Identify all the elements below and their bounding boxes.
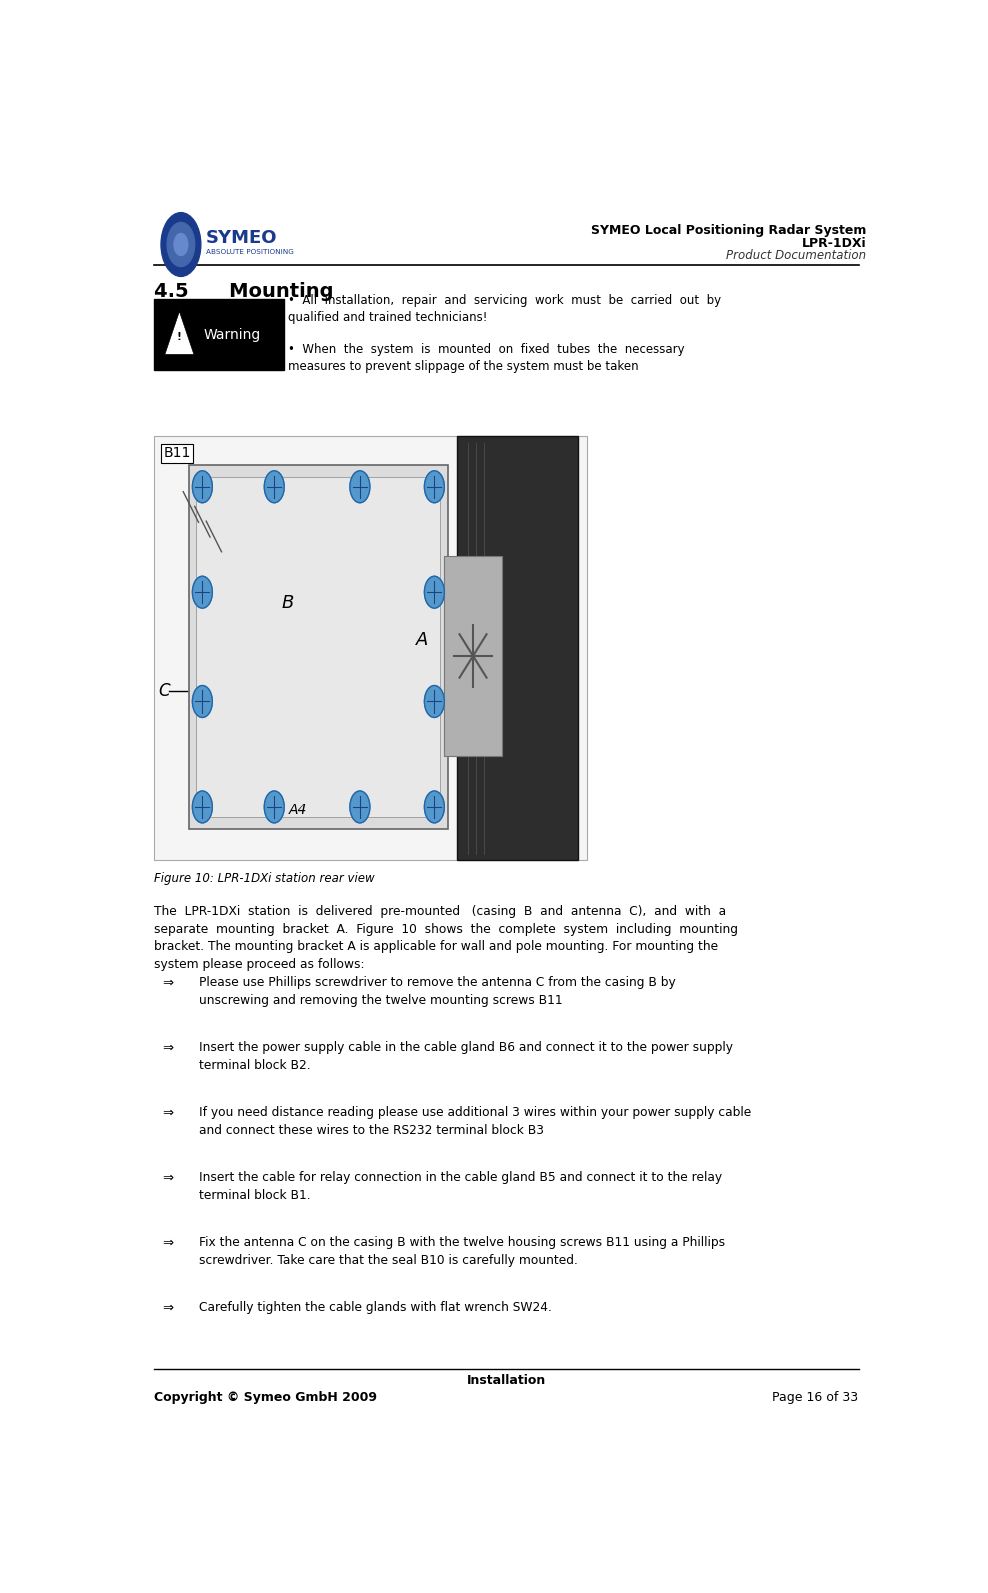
Text: ⇒: ⇒ [162, 1106, 174, 1120]
Circle shape [264, 472, 285, 503]
Circle shape [174, 234, 188, 255]
Text: ⇒: ⇒ [162, 1171, 174, 1184]
Text: If you need distance reading please use additional 3 wires within your power sup: If you need distance reading please use … [199, 1106, 751, 1137]
Text: Please use Phillips screwdriver to remove the antenna C from the casing B by
uns: Please use Phillips screwdriver to remov… [199, 977, 675, 1007]
Polygon shape [165, 311, 194, 355]
Text: ⇒: ⇒ [162, 1301, 174, 1314]
FancyBboxPatch shape [154, 436, 587, 860]
Text: Figure 10: LPR-1DXi station rear view: Figure 10: LPR-1DXi station rear view [154, 871, 374, 886]
Text: Copyright © Symeo GmbH 2009: Copyright © Symeo GmbH 2009 [154, 1391, 377, 1403]
Circle shape [350, 472, 370, 503]
Circle shape [193, 685, 212, 717]
Circle shape [264, 792, 285, 824]
Text: ⇒: ⇒ [162, 977, 174, 989]
Circle shape [425, 685, 445, 717]
Circle shape [193, 472, 212, 503]
Text: SYMEO: SYMEO [206, 229, 278, 247]
Text: LPR-1DXi: LPR-1DXi [801, 236, 866, 250]
Circle shape [193, 577, 212, 609]
Circle shape [350, 792, 370, 824]
Text: 4.5      Mounting: 4.5 Mounting [154, 282, 334, 301]
Text: Page 16 of 33: Page 16 of 33 [773, 1391, 859, 1403]
Text: SYMEO Local Positioning Radar System: SYMEO Local Positioning Radar System [591, 225, 866, 237]
Text: Warning: Warning [204, 328, 261, 341]
Text: C: C [158, 682, 170, 699]
Text: •  All  installation,  repair  and  servicing  work  must  be  carried  out  by
: • All installation, repair and servicing… [288, 295, 721, 325]
Text: A4: A4 [288, 803, 307, 817]
Text: Insert the cable for relay connection in the cable gland B5 and connect it to th: Insert the cable for relay connection in… [199, 1171, 721, 1201]
FancyBboxPatch shape [197, 476, 441, 817]
Text: ⇒: ⇒ [162, 1236, 174, 1249]
FancyBboxPatch shape [189, 465, 449, 828]
Text: •  When  the  system  is  mounted  on  fixed  tubes  the  necessary
measures to : • When the system is mounted on fixed tu… [288, 342, 685, 373]
Text: Product Documentation: Product Documentation [726, 249, 866, 261]
FancyBboxPatch shape [457, 436, 578, 860]
Text: !: ! [177, 331, 182, 342]
Text: Insert the power supply cable in the cable gland B6 and connect it to the power : Insert the power supply cable in the cab… [199, 1042, 732, 1072]
Text: A: A [416, 631, 429, 648]
Circle shape [193, 792, 212, 824]
Text: Carefully tighten the cable glands with flat wrench SW24.: Carefully tighten the cable glands with … [199, 1301, 551, 1314]
Circle shape [167, 223, 195, 266]
Text: ⇒: ⇒ [162, 1042, 174, 1055]
Text: B: B [281, 594, 293, 612]
Circle shape [425, 792, 445, 824]
Text: ABSOLUTE POSITIONING: ABSOLUTE POSITIONING [206, 250, 294, 255]
FancyBboxPatch shape [445, 556, 502, 757]
FancyBboxPatch shape [154, 299, 285, 370]
Text: Fix the antenna C on the casing B with the twelve housing screws B11 using a Phi: Fix the antenna C on the casing B with t… [199, 1236, 724, 1266]
Circle shape [425, 577, 445, 609]
Text: Installation: Installation [466, 1373, 546, 1386]
Text: B11: B11 [163, 446, 191, 460]
Circle shape [161, 212, 201, 277]
Text: The  LPR-1DXi  station  is  delivered  pre-mounted   (casing  B  and  antenna  C: The LPR-1DXi station is delivered pre-mo… [154, 905, 738, 970]
Circle shape [425, 472, 445, 503]
